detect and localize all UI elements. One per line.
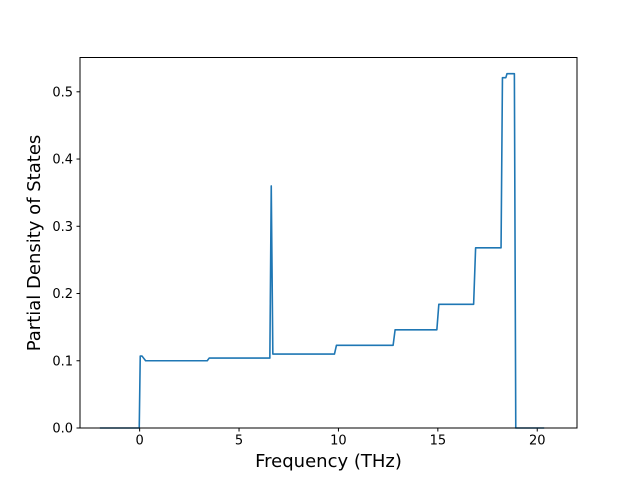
plot-area: 0 5 10 15 20 0.0 0.1 0.2 0.3 0.4 0.5 — [52, 72, 546, 449]
x-tick-label: 15 — [430, 434, 447, 449]
pdos-curve — [99, 72, 545, 429]
y-axis-label: Partial Density of States — [24, 135, 45, 352]
y-tick-label: 0.3 — [52, 220, 73, 235]
x-tick-label: 0 — [135, 434, 143, 449]
x-axis-label: Frequency (THz) — [255, 451, 402, 472]
x-tick-label: 20 — [529, 434, 546, 449]
y-tick-label: 0.5 — [52, 85, 73, 100]
y-tick-label: 0.1 — [52, 354, 73, 369]
x-tick-label: 5 — [235, 434, 243, 449]
y-tick-label: 0.0 — [52, 422, 73, 437]
y-tick-label: 0.4 — [52, 153, 73, 168]
plot-border — [79, 57, 578, 429]
y-tick-label: 0.2 — [52, 287, 73, 302]
x-tick-label: 10 — [330, 434, 347, 449]
